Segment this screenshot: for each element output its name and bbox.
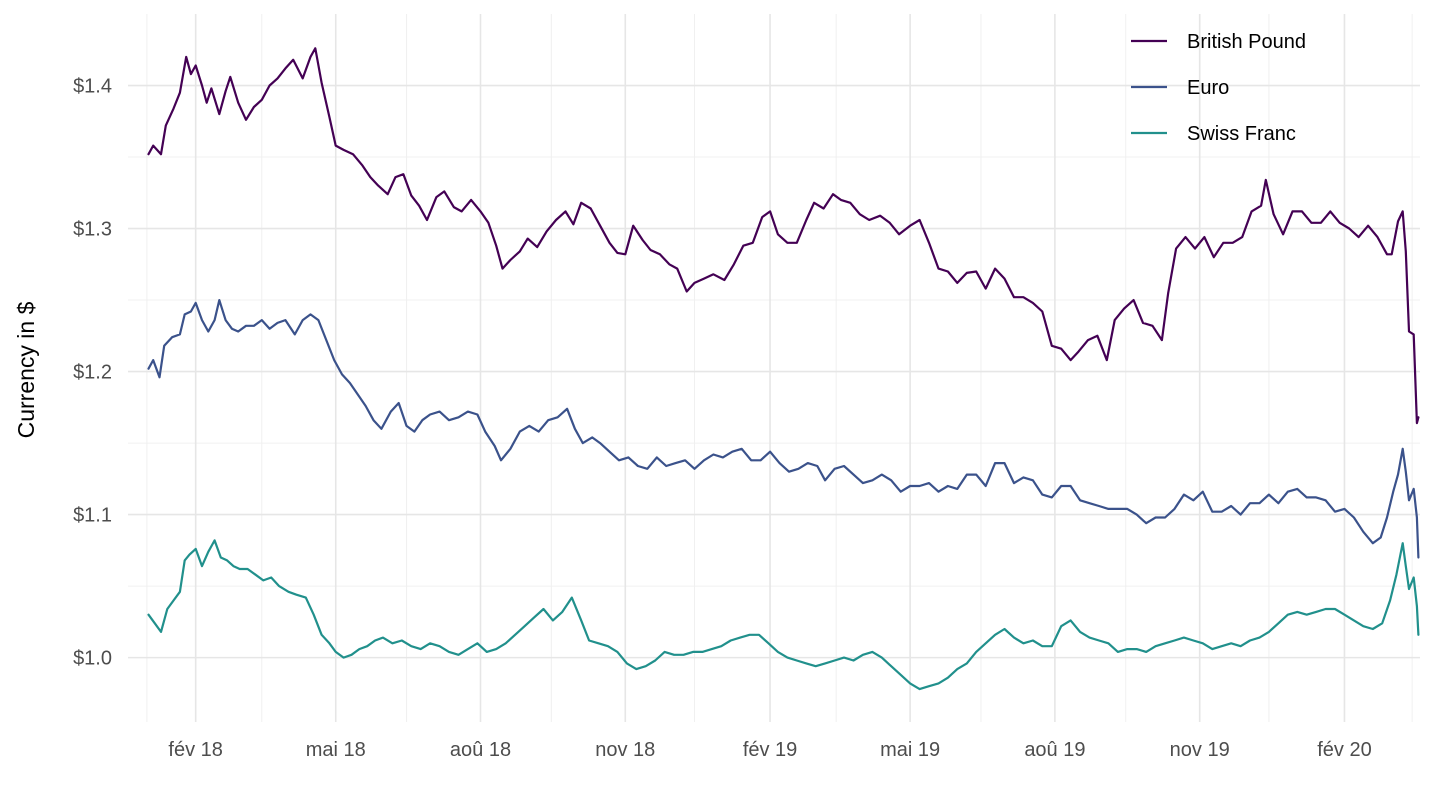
y-tick-label: $1.1 xyxy=(73,505,112,527)
series-line-euro xyxy=(147,299,1420,559)
legend-item-euro: Euro xyxy=(1131,77,1229,99)
minor-gridlines xyxy=(128,14,1420,722)
legend-item-british-pound: British Pound xyxy=(1131,31,1306,53)
y-axis-tick-labels: $1.0 $1.1 $1.2 $1.3 $1.4 xyxy=(73,76,112,670)
series-line-british-pound xyxy=(147,47,1420,425)
legend-label: Swiss Franc xyxy=(1187,123,1296,145)
legend: British Pound Euro Swiss Franc xyxy=(1131,31,1306,145)
y-tick-label: $1.3 xyxy=(73,219,112,241)
x-tick-label: nov 18 xyxy=(595,739,655,761)
legend-label: British Pound xyxy=(1187,31,1306,53)
series-lines xyxy=(147,47,1420,691)
series-line-swiss-franc xyxy=(147,539,1420,691)
x-tick-label: fév 19 xyxy=(743,739,797,761)
y-tick-label: $1.0 xyxy=(73,648,112,670)
y-tick-label: $1.2 xyxy=(73,362,112,384)
legend-item-swiss-franc: Swiss Franc xyxy=(1131,123,1296,145)
major-gridlines xyxy=(128,14,1420,722)
x-tick-label: nov 19 xyxy=(1170,739,1230,761)
x-axis-tick-labels: fév 18 mai 18 aoû 18 nov 18 fév 19 mai 19 aoû … xyxy=(168,739,1371,761)
y-tick-label: $1.4 xyxy=(73,76,112,98)
legend-label: Euro xyxy=(1187,77,1229,99)
x-tick-label: aoû 19 xyxy=(1024,739,1085,761)
x-tick-label: fév 20 xyxy=(1317,739,1371,761)
x-tick-label: mai 19 xyxy=(880,739,940,761)
x-tick-label: aoû 18 xyxy=(450,739,511,761)
x-tick-label: fév 18 xyxy=(168,739,222,761)
y-axis-title: Currency in $ xyxy=(13,301,39,438)
x-tick-label: mai 18 xyxy=(306,739,366,761)
